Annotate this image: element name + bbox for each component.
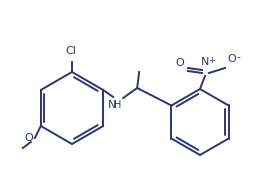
Text: H: H xyxy=(114,100,122,110)
Text: +: + xyxy=(208,56,215,65)
Text: O: O xyxy=(25,133,34,143)
Text: N: N xyxy=(201,57,209,67)
Text: O: O xyxy=(175,58,184,68)
Text: -: - xyxy=(236,52,240,62)
Text: Cl: Cl xyxy=(65,46,76,56)
Text: O: O xyxy=(227,54,236,64)
Text: N: N xyxy=(108,100,117,110)
